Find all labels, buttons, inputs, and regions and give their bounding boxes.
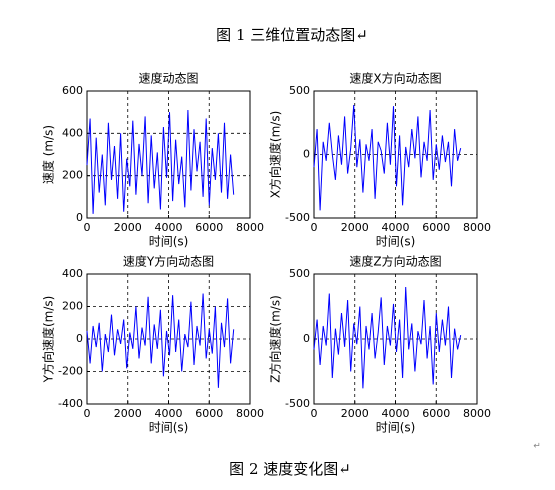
x-tick-label: 8000 [236,221,264,234]
x-tick-label: 4000 [382,407,410,420]
x-tick-label: 8000 [463,221,491,234]
y-tick-label: -500 [285,397,310,410]
subplot-title: 速度动态图 [138,71,198,86]
y-tick-label: 400 [62,126,83,139]
subplot-title: 速度X方向动态图 [349,71,441,86]
y-tick-label: 600 [62,84,83,97]
x-tick-label: 6000 [195,407,223,420]
x-axis-label: 时间(s) [376,421,416,435]
x-tick-label: 8000 [236,407,264,420]
y-tick-label: 500 [289,267,310,280]
header: 图 1 三维位置动态图↵ [216,26,368,44]
caption: 图 2 速度变化图↵ [229,460,351,478]
x-tick-label: 2000 [341,221,369,234]
x-tick-label: 0 [311,407,318,420]
y-tick-label: -500 [285,211,310,224]
paragraph-mark: ↵ [533,442,541,452]
x-tick-label: 2000 [114,221,142,234]
x-tick-label: 6000 [422,221,450,234]
data-line [313,104,462,211]
x-tick-label: 2000 [341,407,369,420]
y-tick-label: 0 [303,148,310,161]
y-tick-label: -200 [58,365,83,378]
data-line [313,286,462,389]
x-tick-label: 6000 [195,221,223,234]
x-tick-label: 4000 [155,407,183,420]
y-tick-label: 500 [289,84,310,97]
x-tick-label: 6000 [422,407,450,420]
x-axis-label: 时间(s) [149,235,189,249]
x-tick-label: 4000 [382,221,410,234]
y-tick-label: 200 [62,169,83,182]
y-tick-label: 200 [62,300,83,313]
y-tick-label: 0 [76,211,83,224]
y-axis-label: X方向速度(m/s) [268,111,283,199]
x-tick-label: 0 [311,221,318,234]
x-axis-label: 时间(s) [376,235,416,249]
data-line [86,109,235,214]
y-axis-label: Z方向速度(m/s) [268,295,283,383]
y-axis-label: Y方向速度(m/s) [41,296,56,384]
subplot-title: 速度Z方向动态图 [349,254,441,269]
x-axis-label: 时间(s) [149,421,189,435]
y-tick-label: 0 [303,332,310,345]
y-tick-label: -400 [58,397,83,410]
x-tick-label: 8000 [463,407,491,420]
data-line [86,293,235,388]
subplot-title: 速度Y方向动态图 [123,254,214,269]
x-tick-label: 0 [84,407,91,420]
x-tick-label: 2000 [114,407,142,420]
x-tick-label: 0 [84,221,91,234]
y-axis-label: 速度 (m/s) [41,125,56,184]
x-tick-label: 4000 [155,221,183,234]
y-tick-label: 400 [62,267,83,280]
y-tick-label: 0 [76,332,83,345]
